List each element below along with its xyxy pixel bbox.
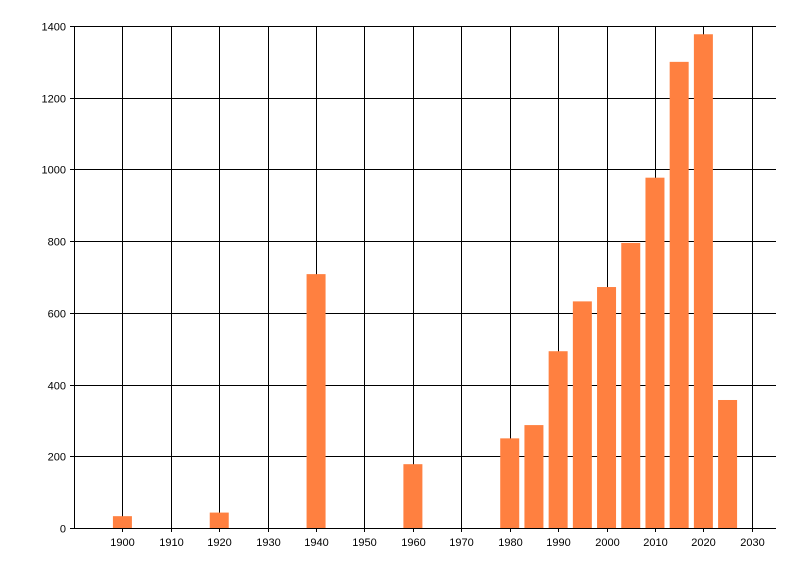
x-tick-label: 1930 <box>256 537 280 549</box>
bar <box>572 301 592 528</box>
bar <box>621 242 641 528</box>
y-tick-label: 800 <box>48 237 66 249</box>
bar <box>693 34 713 529</box>
y-tick-label: 400 <box>48 381 66 393</box>
x-tick-label: 1920 <box>207 537 231 549</box>
tick-labels: 0 200 400 600 800 1000 1200 1400 1900 1910 1920 193… <box>42 22 765 550</box>
y-tick-label: 1400 <box>42 22 66 34</box>
x-tick-label: 2000 <box>595 537 619 549</box>
x-tick-label: 1950 <box>352 537 376 549</box>
y-tick-label: 600 <box>48 309 66 321</box>
bars <box>112 34 738 529</box>
bar <box>524 425 544 528</box>
x-tick-label: 1990 <box>546 537 570 549</box>
bar <box>500 438 520 528</box>
bar <box>306 274 326 528</box>
bar <box>597 287 617 528</box>
x-tick-label: 1960 <box>401 537 425 549</box>
y-tick-label: 0 <box>60 524 66 536</box>
bar <box>718 399 738 528</box>
x-tick-label: 2030 <box>740 537 764 549</box>
x-tick-label: 2020 <box>691 537 715 549</box>
bar <box>645 177 665 528</box>
axes <box>74 26 776 529</box>
x-tick-label: 1980 <box>498 537 522 549</box>
x-tick-label: 1970 <box>449 537 473 549</box>
x-tick-label: 1900 <box>110 537 134 549</box>
y-tick-label: 1200 <box>42 94 66 106</box>
y-tick-label: 200 <box>48 452 66 464</box>
x-tick-label: 1940 <box>304 537 328 549</box>
x-tick-label: 2010 <box>643 537 667 549</box>
bar <box>403 464 423 528</box>
bar <box>669 61 689 528</box>
x-tick-label: 1910 <box>159 537 183 549</box>
y-tick-label: 1000 <box>42 165 66 177</box>
bar <box>112 516 132 528</box>
bar <box>209 512 229 528</box>
bar <box>548 351 568 528</box>
